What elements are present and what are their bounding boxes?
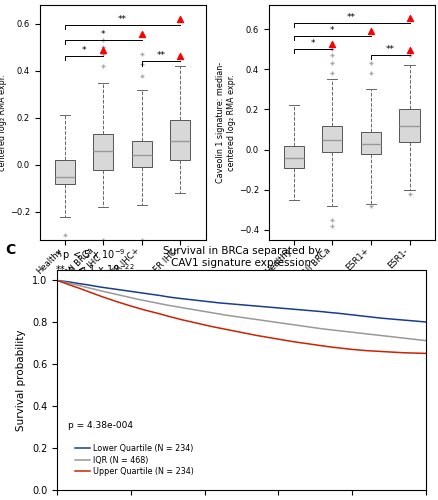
Text: A: A <box>0 0 4 2</box>
Point <box>177 15 184 23</box>
IQR (N = 468) <box>54 278 60 283</box>
Lower Quartile (N = 234) <box>135 290 141 296</box>
Text: *: * <box>101 30 105 40</box>
Text: ** p < 1 x 10$^{-22}$: ** p < 1 x 10$^{-22}$ <box>55 262 135 278</box>
PathPatch shape <box>360 132 380 154</box>
Point <box>177 52 184 60</box>
Legend: Lower Quartile (N = 234), IQR (N = 468), Upper Quartile (N = 234): Lower Quartile (N = 234), IQR (N = 468),… <box>72 441 197 480</box>
Upper Quartile (N = 234) <box>135 305 141 311</box>
Upper Quartile (N = 234) <box>415 350 420 356</box>
Text: C: C <box>5 243 16 257</box>
PathPatch shape <box>283 146 303 168</box>
Text: B: B <box>222 0 232 2</box>
Text: **: ** <box>346 14 355 22</box>
Lower Quartile (N = 234) <box>297 307 302 313</box>
IQR (N = 468) <box>297 322 302 328</box>
Text: p = 4.38e-004: p = 4.38e-004 <box>68 422 133 430</box>
Title: Survival in BRCa separated by
CAV1 signature expression: Survival in BRCa separated by CAV1 signa… <box>162 246 320 268</box>
IQR (N = 468) <box>135 296 141 302</box>
Lower Quartile (N = 234) <box>172 295 177 301</box>
PathPatch shape <box>93 134 113 170</box>
Text: **: ** <box>156 52 165 60</box>
IQR (N = 468) <box>422 338 427 344</box>
Y-axis label: Survival probability: Survival probability <box>16 329 26 430</box>
Lower Quartile (N = 234) <box>165 294 170 300</box>
Point <box>138 30 145 38</box>
PathPatch shape <box>321 126 342 152</box>
Point <box>328 40 335 48</box>
Text: *: * <box>329 26 334 36</box>
Text: *: * <box>310 40 314 48</box>
Upper Quartile (N = 234) <box>297 340 302 345</box>
Text: **: ** <box>385 46 394 54</box>
Text: *: * <box>81 46 86 54</box>
IQR (N = 468) <box>415 337 420 343</box>
Upper Quartile (N = 234) <box>422 350 427 356</box>
Y-axis label: Caveolin 1 signature: median-
centered log₂ RMA expr.: Caveolin 1 signature: median- centered l… <box>0 62 7 183</box>
IQR (N = 468) <box>319 326 325 332</box>
PathPatch shape <box>399 110 419 142</box>
Text: **: ** <box>118 15 127 24</box>
Lower Quartile (N = 234) <box>54 278 60 283</box>
PathPatch shape <box>170 120 190 160</box>
Lower Quartile (N = 234) <box>422 319 427 325</box>
Point <box>99 46 106 54</box>
Upper Quartile (N = 234) <box>319 343 325 349</box>
PathPatch shape <box>54 160 74 184</box>
Lower Quartile (N = 234) <box>319 308 325 314</box>
IQR (N = 468) <box>165 302 170 308</box>
PathPatch shape <box>131 142 152 167</box>
Upper Quartile (N = 234) <box>54 278 60 283</box>
Point <box>405 14 412 22</box>
Line: IQR (N = 468): IQR (N = 468) <box>57 280 425 340</box>
Line: Upper Quartile (N = 234): Upper Quartile (N = 234) <box>57 280 425 353</box>
IQR (N = 468) <box>172 304 177 310</box>
Upper Quartile (N = 234) <box>165 313 170 319</box>
Lower Quartile (N = 234) <box>415 318 420 324</box>
Text: * p < 5 x 10$^{-9}$: * p < 5 x 10$^{-9}$ <box>55 248 126 264</box>
Point <box>405 46 412 54</box>
Y-axis label: Caveolin 1 signature: median-
centered log₂ RMA expr.: Caveolin 1 signature: median- centered l… <box>215 62 236 183</box>
Point <box>367 27 374 35</box>
Line: Lower Quartile (N = 234): Lower Quartile (N = 234) <box>57 280 425 322</box>
Upper Quartile (N = 234) <box>172 315 177 321</box>
